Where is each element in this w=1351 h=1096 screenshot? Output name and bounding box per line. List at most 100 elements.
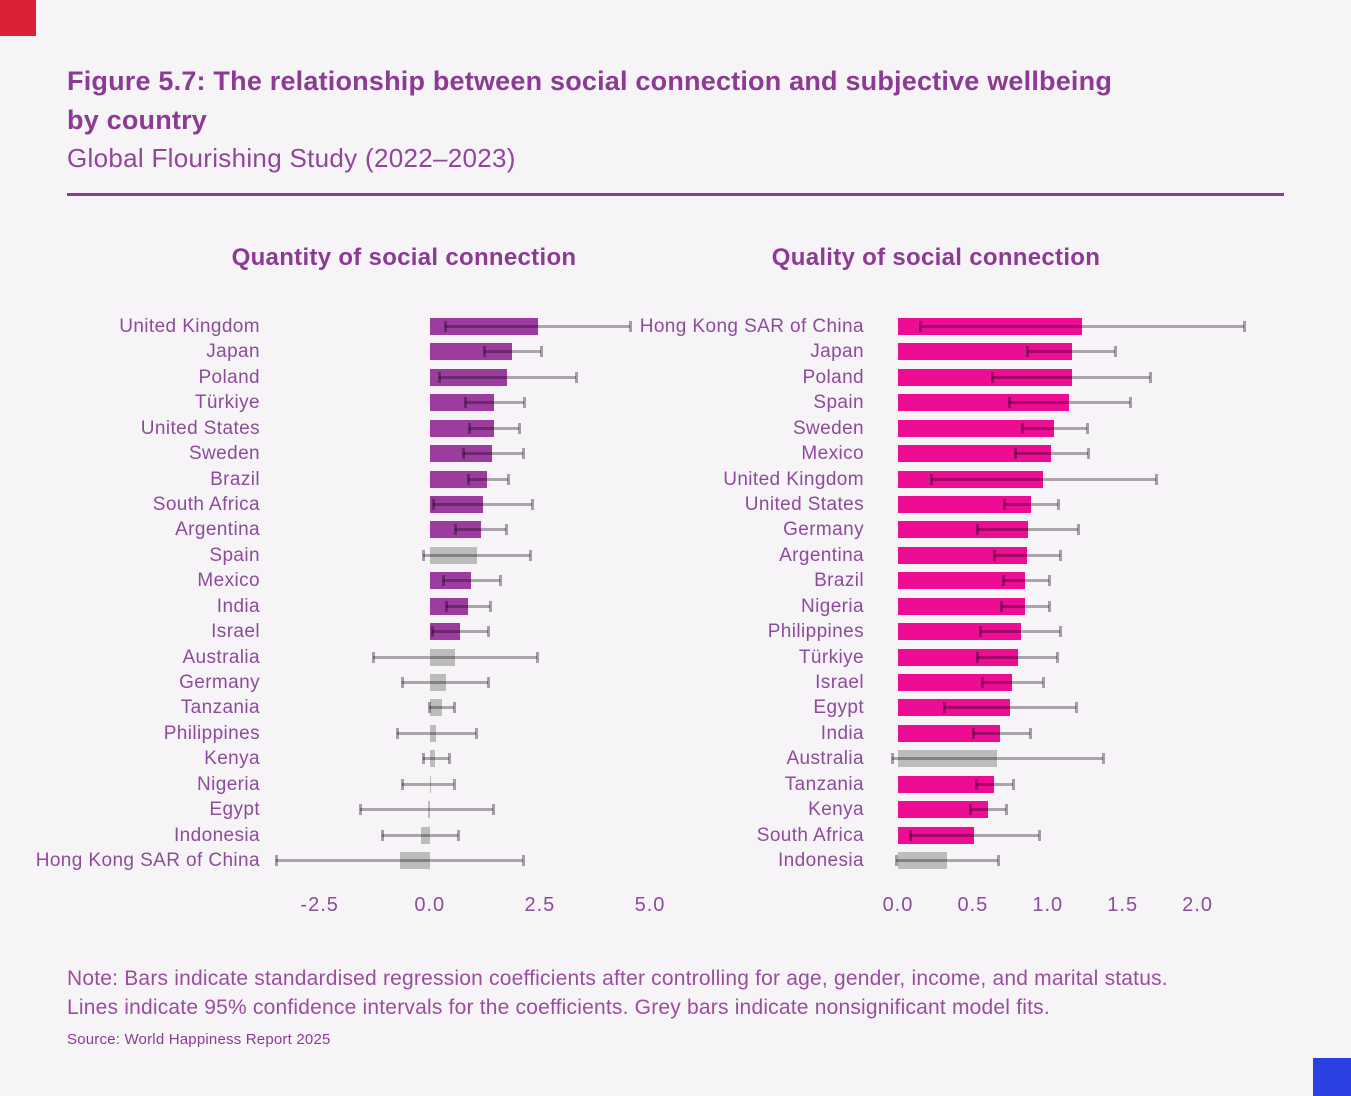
country-label: Indonesia xyxy=(777,850,864,872)
bar-row xyxy=(269,619,650,644)
ci-cap-left xyxy=(1003,499,1007,510)
ci-cap-left xyxy=(381,829,385,841)
coefficient-bar xyxy=(897,597,1026,615)
confidence-interval-line xyxy=(980,630,1060,634)
figure-title: Figure 5.7: The relationship between soc… xyxy=(67,62,1297,140)
country-label: Japan xyxy=(206,341,260,363)
confidence-interval-line xyxy=(1001,604,1050,608)
country-label: Nigeria xyxy=(801,595,864,617)
confidence-interval-line xyxy=(402,681,489,685)
bar-row xyxy=(269,848,650,873)
note-line-2: Lines indicate 95% confidence intervals … xyxy=(67,996,1050,1019)
ci-cap-right xyxy=(1058,549,1062,561)
ci-cap-left xyxy=(453,524,457,536)
ci-cap-right xyxy=(1085,422,1089,434)
bar-row xyxy=(269,467,650,492)
bar-row xyxy=(269,721,650,746)
coefficient-bar xyxy=(897,368,1072,386)
x-tick-label: 1.5 xyxy=(1107,894,1139,916)
ci-cap-left xyxy=(908,829,912,841)
bar-row xyxy=(880,365,1250,390)
confidence-interval-line xyxy=(944,706,1077,710)
ci-cap-left xyxy=(461,448,465,460)
note-line-1: Note: Bars indicate standardised regress… xyxy=(67,967,1168,990)
corner-mark-bottom-right xyxy=(1313,1058,1351,1096)
bar-row xyxy=(269,365,650,390)
ci-cap-left xyxy=(422,549,426,561)
confidence-interval-line xyxy=(483,350,541,354)
confidence-interval-line xyxy=(382,833,458,837)
ci-cap-right xyxy=(1148,371,1152,383)
bar-row xyxy=(269,823,650,848)
confidence-interval-line xyxy=(359,808,493,812)
bar-row xyxy=(880,721,1250,746)
confidence-interval-line xyxy=(432,630,489,634)
ci-cap-right xyxy=(487,626,491,638)
ci-cap-right xyxy=(474,727,478,739)
quality-country-labels: Hong Kong SAR of China Japan Poland Spain Sw… xyxy=(600,314,864,876)
ci-cap-left xyxy=(980,677,984,689)
bar-row xyxy=(269,695,650,720)
ci-cap-left xyxy=(968,804,972,816)
country-label: Mexico xyxy=(801,443,864,465)
ci-cap-right xyxy=(539,346,543,358)
confidence-interval-line xyxy=(439,375,576,379)
bar-row xyxy=(269,314,650,339)
ci-cap-left xyxy=(401,677,405,689)
confidence-interval-line xyxy=(1004,503,1059,506)
bar-row xyxy=(269,594,650,619)
confidence-interval-line xyxy=(1022,426,1087,430)
coefficient-bar xyxy=(897,521,1029,539)
coefficient-bar xyxy=(429,419,494,437)
bar-row xyxy=(269,492,650,517)
confidence-interval-line xyxy=(891,757,1104,761)
confidence-interval-line xyxy=(428,706,454,710)
ci-cap-right xyxy=(518,422,522,434)
country-label: Spain xyxy=(813,392,864,414)
bar-row xyxy=(269,441,650,466)
country-label: Argentina xyxy=(175,519,260,541)
x-tick-label: 0.0 xyxy=(882,894,914,916)
confidence-interval-line xyxy=(992,375,1150,379)
bar-row xyxy=(880,746,1250,771)
coefficient-bar xyxy=(897,775,994,793)
coefficient-bar xyxy=(897,394,1069,412)
bar-row xyxy=(269,339,650,364)
ci-cap-right xyxy=(1037,829,1041,841)
country-label: Germany xyxy=(179,672,260,694)
country-label: Australia xyxy=(182,646,260,668)
ci-cap-left xyxy=(371,651,375,663)
title-divider-rule xyxy=(67,193,1284,196)
ci-cap-right xyxy=(488,600,492,612)
figure-note: Note: Bars indicate standardised regress… xyxy=(67,964,1292,1022)
ci-cap-left xyxy=(1013,448,1017,460)
bar-row xyxy=(269,543,650,568)
confidence-interval-line xyxy=(454,528,507,532)
bar-row xyxy=(880,619,1250,644)
bar-row xyxy=(269,568,650,593)
country-label: Kenya xyxy=(808,799,864,821)
confidence-interval-line xyxy=(981,681,1044,685)
confidence-interval-line xyxy=(896,859,999,863)
confidence-interval-line xyxy=(930,477,1156,481)
ci-cap-right xyxy=(1028,727,1032,739)
ci-cap-right xyxy=(1087,448,1091,460)
country-label: Sweden xyxy=(188,443,260,465)
confidence-interval-line xyxy=(977,528,1078,532)
confidence-interval-line xyxy=(969,808,1006,812)
bar-row xyxy=(880,797,1250,822)
ci-cap-left xyxy=(467,422,471,434)
ci-cap-right xyxy=(505,524,509,536)
ci-cap-left xyxy=(482,346,486,358)
bar-row xyxy=(269,390,650,415)
country-label: Poland xyxy=(802,366,864,388)
ci-cap-right xyxy=(521,855,525,867)
ci-cap-left xyxy=(979,626,983,638)
confidence-interval-line xyxy=(445,325,631,328)
ci-cap-left xyxy=(1025,346,1029,358)
coefficient-bar xyxy=(897,648,1018,666)
bar-row xyxy=(269,645,650,670)
ci-cap-right xyxy=(1012,778,1016,790)
confidence-interval-line xyxy=(402,782,454,786)
ci-cap-right xyxy=(536,651,540,663)
